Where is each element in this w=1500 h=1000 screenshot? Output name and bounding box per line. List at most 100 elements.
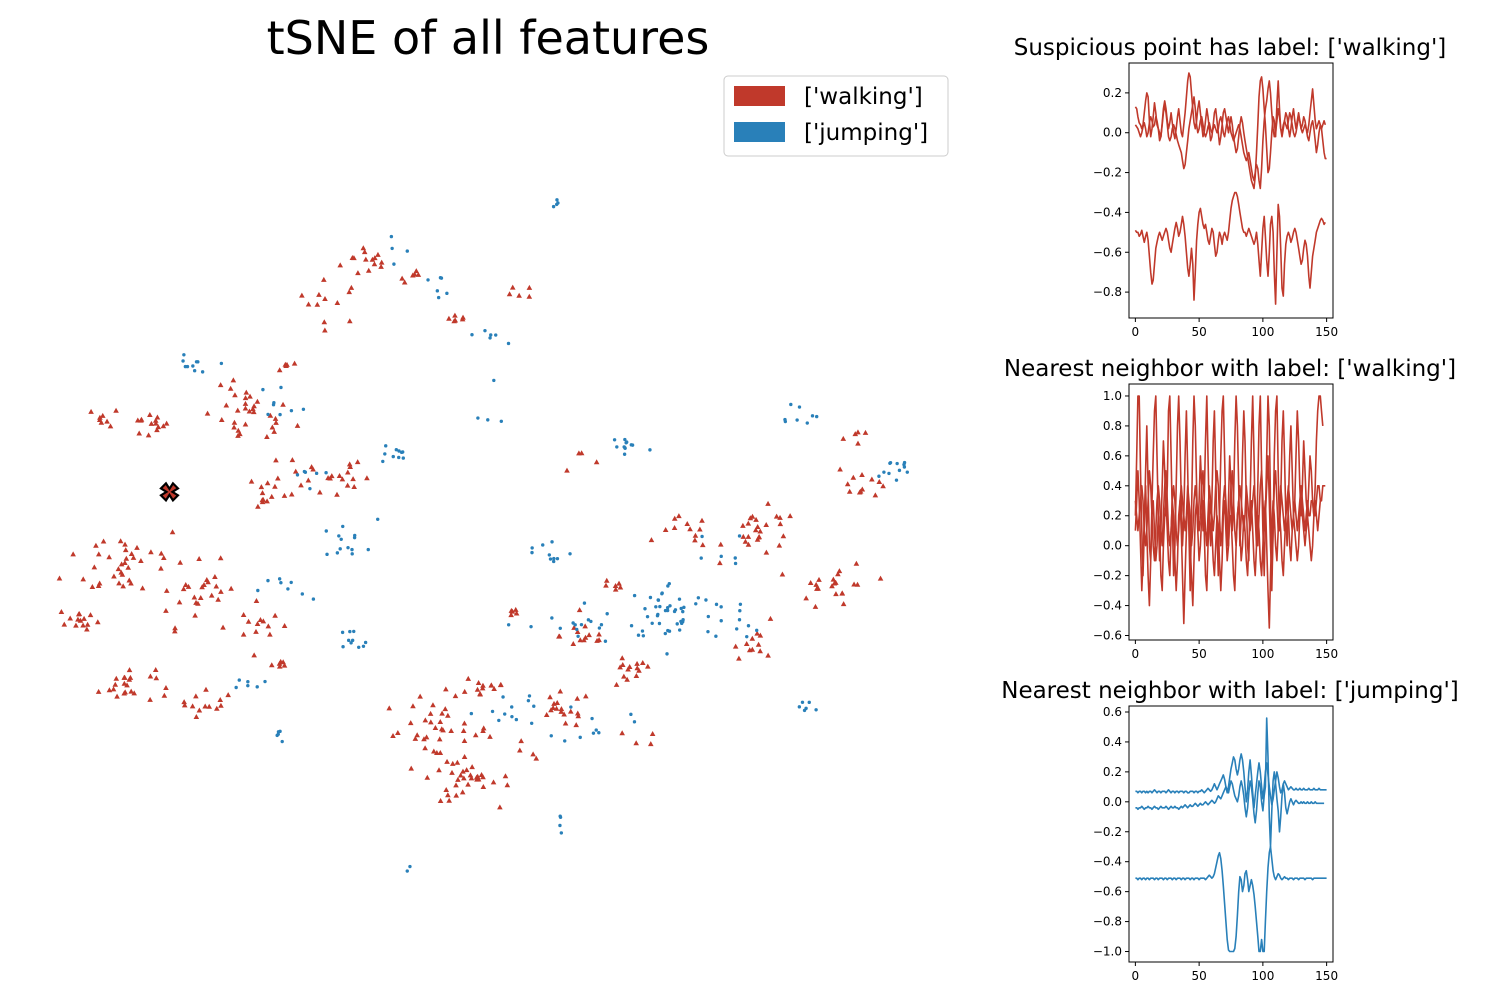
walking-point (453, 792, 460, 798)
jumping-point (704, 598, 708, 602)
jumping-point (699, 556, 703, 560)
walking-point (212, 574, 218, 580)
walking-point (272, 612, 278, 618)
jumping-point (679, 621, 684, 626)
walking-point (152, 667, 159, 673)
x-tick-label: 150 (1315, 325, 1338, 339)
jumping-point (552, 556, 556, 561)
walking-point (321, 319, 328, 325)
jumping-point (645, 614, 650, 619)
x-tick-label: 50 (1191, 647, 1206, 661)
y-tick-label: 0.4 (1103, 479, 1122, 493)
jumping-point (654, 605, 658, 609)
walking-point (115, 566, 122, 572)
y-tick-label: 0.0 (1103, 539, 1122, 553)
walking-point (763, 549, 770, 555)
jumping-point (558, 626, 562, 630)
walking-point (477, 691, 483, 697)
walking-point (475, 680, 482, 686)
jumping-point (401, 456, 405, 460)
jumping-point (895, 461, 899, 466)
walking-point (294, 422, 301, 428)
walking-point (736, 655, 742, 661)
walking-point (395, 729, 401, 735)
walking-point (832, 579, 839, 585)
jumping-point (575, 627, 579, 632)
jumping-point (405, 869, 409, 873)
walking-point (854, 581, 861, 587)
walking-point (180, 586, 187, 592)
x-tick-label: 0 (1132, 969, 1140, 983)
walking-point (472, 732, 479, 738)
walking-point (570, 641, 577, 647)
jumping-point (363, 640, 368, 645)
walking-point (442, 706, 449, 712)
jumping-point (286, 587, 290, 591)
jumping-point (237, 678, 241, 682)
walking-point (288, 491, 295, 497)
jumping-point (814, 708, 818, 712)
jumping-point (266, 412, 270, 417)
walking-point (443, 686, 449, 692)
walking-point (856, 489, 863, 495)
jumping-point (483, 328, 487, 333)
jumping-point (802, 708, 807, 713)
walking-point (145, 432, 152, 438)
walking-point (593, 459, 600, 465)
jumping-point (735, 627, 739, 631)
series-lines (1134, 395, 1326, 629)
walking-point (755, 641, 762, 647)
walking-point (217, 697, 224, 703)
walking-point (596, 631, 602, 637)
walking-point (740, 522, 746, 528)
jumping-point (289, 408, 294, 413)
jumping-point (755, 628, 759, 633)
jumping-point (737, 534, 742, 538)
walking-point (603, 577, 610, 583)
walking-point (431, 748, 437, 754)
jumping-point (529, 721, 534, 725)
jumping-point (579, 622, 584, 627)
walking-point (160, 555, 167, 561)
jumping-point (648, 448, 652, 452)
walking-point (417, 693, 423, 699)
x-tick-label: 100 (1251, 325, 1274, 339)
walking-point (460, 728, 467, 734)
walking-point (228, 585, 234, 591)
jumping-point (807, 700, 811, 705)
jumping-point (665, 605, 670, 610)
walking-point (448, 727, 454, 733)
jumping-point (352, 629, 356, 634)
y-tick-label: 0.2 (1103, 765, 1122, 779)
walking-point (634, 665, 641, 671)
jumping-point (350, 638, 355, 643)
walking-point (633, 740, 639, 746)
jumping-point (527, 694, 532, 698)
legend-label-jumping: ['jumping'] (804, 120, 928, 146)
jumping-point (682, 605, 686, 610)
x-tick-label: 50 (1191, 969, 1206, 983)
axes-frame (1128, 62, 1334, 319)
jumping-point (582, 601, 587, 605)
walking-point (621, 673, 627, 679)
jumping-point (563, 739, 567, 743)
y-tick-label: −0.6 (1093, 629, 1122, 643)
jumping-point (559, 831, 564, 835)
walking-point (732, 643, 739, 649)
walking-point (812, 603, 819, 609)
jumping-point (389, 234, 394, 239)
walking-point (757, 528, 764, 534)
jumping-point (571, 621, 575, 625)
jumping-point (335, 551, 340, 555)
y-tick-label: −0.4 (1093, 205, 1122, 219)
walking-point (676, 513, 682, 519)
walking-point (363, 256, 369, 262)
legend-label-walking: ['walking'] (804, 84, 923, 110)
walking-point (264, 480, 271, 486)
jumping-point (623, 437, 627, 442)
walking-point (413, 268, 420, 274)
walking-point (671, 515, 678, 521)
walking-point (267, 412, 274, 418)
jumping-point (810, 414, 815, 418)
walking-point (438, 726, 445, 732)
